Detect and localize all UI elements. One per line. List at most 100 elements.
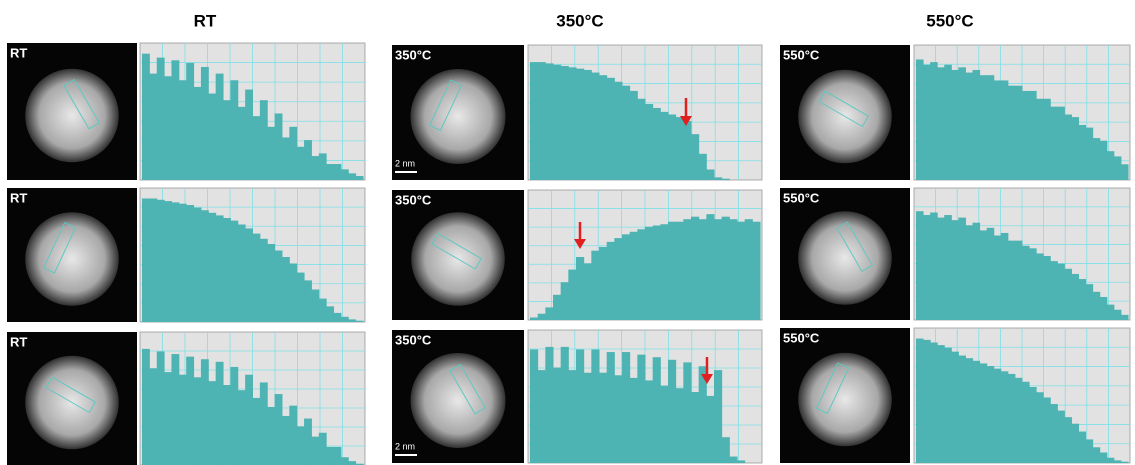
profile-step bbox=[944, 347, 952, 463]
profile-step bbox=[1036, 392, 1044, 463]
profile-step bbox=[706, 395, 715, 463]
profile-step bbox=[576, 257, 585, 320]
scale-bar-label: 2 nm bbox=[395, 441, 415, 451]
profile-step bbox=[691, 392, 700, 463]
profile-step bbox=[714, 177, 723, 180]
profile-step bbox=[568, 370, 577, 463]
profile-step bbox=[171, 60, 180, 180]
profile-step bbox=[1000, 232, 1009, 320]
profile-step bbox=[675, 221, 684, 320]
profile-step bbox=[215, 361, 224, 465]
profile-step bbox=[537, 313, 546, 320]
profile-step bbox=[1050, 404, 1058, 463]
profile-step bbox=[568, 67, 577, 180]
profile-step bbox=[1113, 309, 1122, 320]
profile-step bbox=[645, 226, 654, 320]
profile-step bbox=[1050, 106, 1058, 180]
profile-step bbox=[348, 319, 357, 322]
nanoparticle bbox=[25, 68, 119, 163]
profile-step bbox=[1036, 98, 1044, 180]
profile-step bbox=[1000, 371, 1009, 463]
profile-step bbox=[245, 374, 253, 465]
profile-step bbox=[744, 219, 753, 320]
profile-step bbox=[721, 178, 730, 180]
profile-step bbox=[186, 62, 195, 180]
profile-step bbox=[230, 80, 239, 180]
line-scan-box bbox=[815, 362, 850, 415]
nanoparticle bbox=[798, 211, 892, 305]
profile-step bbox=[614, 238, 623, 320]
profile-step bbox=[355, 463, 364, 465]
profile-step bbox=[289, 126, 298, 180]
profile-step bbox=[591, 349, 600, 463]
profile-step bbox=[252, 116, 261, 180]
profile-step bbox=[951, 69, 959, 180]
profile-step bbox=[916, 59, 924, 181]
profile-step bbox=[340, 316, 349, 322]
profile-step bbox=[737, 460, 746, 463]
profile-step bbox=[186, 205, 195, 322]
profile-step bbox=[637, 354, 646, 463]
profile-step bbox=[304, 280, 312, 322]
profile-step bbox=[326, 446, 335, 465]
panel-label: 550°C bbox=[783, 47, 820, 62]
profile-step bbox=[142, 348, 150, 465]
profile-step bbox=[1036, 253, 1044, 320]
profile-step bbox=[1007, 373, 1016, 463]
profile-step bbox=[958, 67, 966, 180]
profile-step bbox=[691, 216, 700, 320]
profile-step bbox=[583, 372, 592, 463]
profile-step bbox=[972, 69, 981, 180]
panel-label: 350°C bbox=[395, 332, 432, 347]
profile-step bbox=[164, 76, 172, 180]
profile-step bbox=[1106, 304, 1115, 320]
profile-step bbox=[629, 231, 638, 320]
line-scan-box bbox=[449, 363, 487, 415]
profile-step bbox=[178, 80, 187, 180]
profile-step bbox=[193, 377, 202, 465]
profile-step bbox=[340, 457, 349, 465]
profile-step bbox=[267, 244, 276, 322]
profile-step bbox=[1057, 106, 1065, 180]
profile-step bbox=[622, 85, 631, 180]
profile-step bbox=[599, 75, 608, 180]
panel-label: 550°C bbox=[783, 190, 820, 205]
profile-step bbox=[530, 317, 539, 320]
profile-step bbox=[348, 461, 357, 465]
profile-step bbox=[645, 104, 654, 180]
profile-step bbox=[668, 221, 677, 320]
profile-step bbox=[245, 89, 253, 180]
profile-step bbox=[599, 246, 608, 320]
profile-step bbox=[1092, 291, 1101, 320]
profile-step bbox=[223, 100, 231, 180]
profile-step bbox=[1064, 268, 1072, 320]
profile-step bbox=[1120, 314, 1129, 320]
profile-step bbox=[1057, 263, 1065, 320]
profile-step bbox=[252, 233, 261, 322]
profile-step bbox=[156, 351, 165, 465]
profile-step bbox=[1085, 439, 1094, 463]
profile-step bbox=[706, 169, 715, 180]
profile-step bbox=[645, 380, 654, 463]
profile-step bbox=[1014, 240, 1023, 320]
profile-step bbox=[1099, 140, 1108, 180]
line-scan-box bbox=[431, 232, 483, 270]
profile-step bbox=[296, 146, 305, 180]
profile-step bbox=[979, 75, 988, 180]
profile-step bbox=[675, 117, 684, 180]
profile-step bbox=[993, 235, 1002, 320]
profile-step bbox=[979, 363, 988, 463]
profile-step bbox=[1120, 461, 1129, 463]
profile-step bbox=[237, 224, 246, 322]
profile-step bbox=[965, 358, 974, 463]
profile-step bbox=[1050, 261, 1058, 320]
panel-label: RT bbox=[10, 45, 27, 60]
profile-step bbox=[698, 219, 707, 320]
profile-step bbox=[149, 73, 158, 180]
profile-step bbox=[304, 418, 312, 465]
profile-step bbox=[668, 114, 677, 180]
profile-step bbox=[1022, 381, 1030, 463]
profile-step bbox=[245, 228, 253, 322]
profile-step bbox=[629, 90, 638, 180]
